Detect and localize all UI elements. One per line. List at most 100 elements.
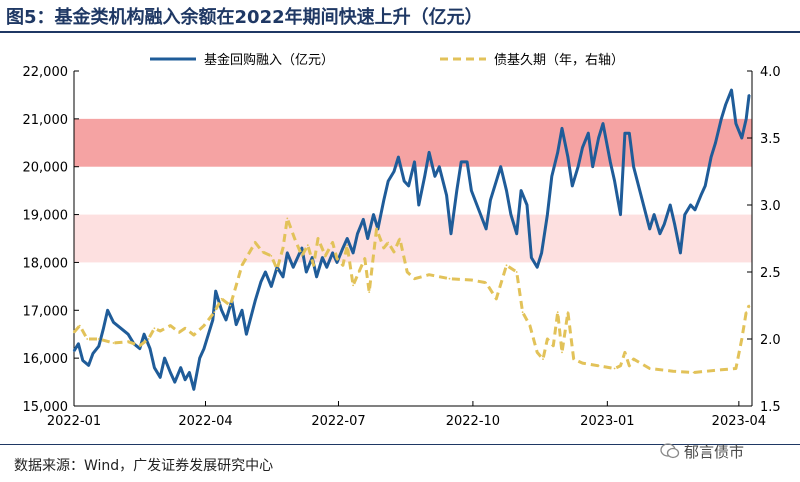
data-point [648,228,651,230]
y-left-tick-label: 16,000 [23,352,69,367]
data-point [301,247,303,250]
data-point [485,281,487,284]
data-point [184,378,187,381]
data-point [561,351,563,354]
data-point [188,371,191,374]
data-point [720,368,723,371]
data-point [356,232,359,235]
data-point [403,180,406,183]
data-point [97,338,100,340]
data-point [632,165,635,168]
y-left-tick-label: 20,000 [23,161,69,176]
data-point [112,321,115,324]
data-point [448,277,451,280]
line-chart: 22,000 21,000 20,000 19,000 18,000 17,000 16,0… [23,52,781,429]
data-point [362,218,365,221]
data-point [730,89,733,91]
data-point [138,347,141,350]
data-point [178,331,181,334]
data-point [315,275,318,278]
data-point [143,333,146,336]
data-point [163,357,166,359]
wechat-icon [660,443,680,459]
data-point [81,359,84,362]
data-point [346,244,349,247]
data-point [342,247,344,250]
data-point [106,309,109,312]
data-point [387,241,390,244]
data-point [387,180,390,183]
data-point [368,291,371,293]
data-point [536,266,539,269]
data-point [628,132,631,135]
data-point [624,351,626,354]
data-point [173,381,176,383]
highlight-band-1 [74,214,752,263]
x-tick-label: 2022-07 [311,414,365,429]
data-point [546,213,549,216]
data-point [489,199,492,202]
data-point [264,271,267,273]
y-right-tick-label: 1.5 [760,400,781,415]
data-point [346,237,349,240]
data-point [73,331,75,334]
data-point [673,223,676,226]
data-point [552,344,555,347]
data-point [740,338,743,340]
data-point [306,244,309,247]
data-point [470,189,473,192]
data-point [434,175,436,178]
data-point [406,271,409,273]
data-point [325,266,328,269]
data-point [619,213,622,216]
data-point [597,137,600,139]
y-right-tick-label: 3.5 [760,132,781,147]
data-point [428,151,430,154]
y-left-tick-label: 17,000 [23,304,69,319]
x-tick-label: 2022-04 [178,414,232,429]
data-point [331,241,334,244]
data-point [679,252,682,254]
data-point [648,367,651,370]
y-right-tick-label: 4.0 [760,65,781,80]
data-point [203,324,205,327]
data-point [317,237,319,240]
data-point [628,364,631,367]
data-point [149,347,151,350]
data-point [324,255,327,257]
data-point [597,364,600,367]
y-right-tick-label: 2.5 [760,266,781,281]
data-point [530,256,533,259]
data-point [546,338,549,340]
data-point [683,213,686,216]
data-point [536,351,539,354]
data-point [700,194,702,197]
data-point [495,180,498,183]
legend-label-1: 债基久期（年，右轴） [494,53,624,68]
data-point [529,324,531,327]
data-point [352,284,354,287]
x-tick-label: 2023-04 [712,414,766,429]
legend-label-0: 基金回购融入（亿元） [204,52,334,68]
data-point [336,257,338,260]
data-point [526,204,528,206]
data-point [520,189,522,192]
data-point [282,247,284,249]
data-point [710,156,712,159]
data-point [466,161,468,163]
data-point [587,132,590,135]
data-point [382,247,385,249]
x-tick-label: 2023-01 [580,414,634,429]
data-point [153,366,156,369]
title-underline [0,31,800,33]
data-point [735,367,737,370]
data-point [455,189,458,192]
data-point [179,366,182,369]
data-point [692,371,695,374]
data-point [286,252,289,254]
data-point [393,251,395,253]
data-point [438,165,441,168]
data-point [540,252,543,254]
data-point [261,251,264,253]
x-tick-label: 2022-10 [446,414,500,429]
